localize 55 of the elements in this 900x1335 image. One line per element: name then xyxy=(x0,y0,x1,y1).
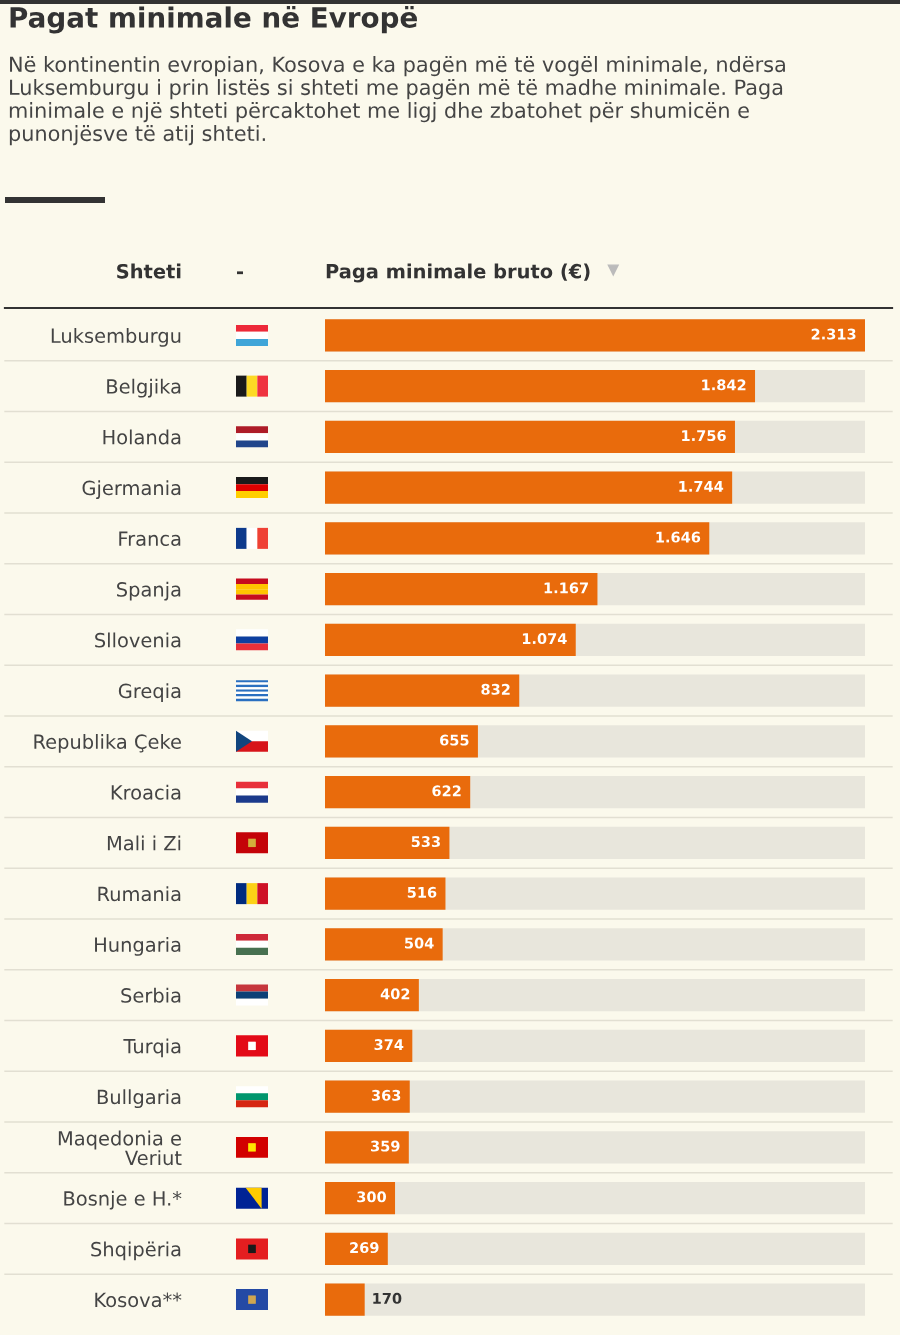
y-tick-label: Kosova** xyxy=(95,1292,182,1308)
y-tick-label: Luksemburgu xyxy=(51,327,181,347)
y-tick-label: Bosnje e H.* xyxy=(64,1190,182,1210)
y-tick-label: Franca xyxy=(119,531,181,547)
data-label: 170 xyxy=(373,1292,402,1304)
data-label: 402 xyxy=(380,988,410,1000)
data-label: 359 xyxy=(371,1140,400,1152)
y-tick-label: Sllovenia xyxy=(95,632,181,648)
y-tick-label: Turqia xyxy=(123,1038,181,1058)
x-axis-title: Paga minimale bruto (€) xyxy=(326,263,590,283)
chart-title: Pagat minimale në Evropë xyxy=(10,6,417,34)
data-label: 2.313 xyxy=(811,328,856,340)
y-tick-label: Rumania xyxy=(98,886,181,902)
y-tick-label: Maqedonia e Veriut xyxy=(58,1130,182,1166)
data-label: 1.842 xyxy=(702,379,746,391)
y-tick-label: Holanda xyxy=(103,429,181,445)
bar xyxy=(325,1232,388,1266)
bar xyxy=(325,1181,396,1215)
data-label: 1.167 xyxy=(544,582,588,594)
data-label: 504 xyxy=(405,937,434,949)
data-label: 533 xyxy=(411,836,440,848)
bar xyxy=(325,1283,365,1316)
bar xyxy=(325,1080,410,1113)
data-label: 622 xyxy=(432,785,461,797)
y-axis-title: Shteti xyxy=(117,263,181,279)
data-label: 1.756 xyxy=(682,430,726,442)
data-label: 300 xyxy=(357,1191,387,1203)
data-label: 1.646 xyxy=(656,531,701,543)
y-tick-label: Mali i Zi xyxy=(107,835,181,851)
data-label: 516 xyxy=(407,886,437,898)
y-tick-label: Republika Çeke xyxy=(34,733,181,753)
data-label: 269 xyxy=(350,1242,379,1254)
data-label: 363 xyxy=(371,1089,401,1101)
y-tick-label: Hungaria xyxy=(95,936,181,956)
y-tick-label: Serbia xyxy=(121,987,181,1003)
bar xyxy=(325,1029,413,1063)
data-label: 655 xyxy=(440,734,469,746)
y-tick-label: Kroacia xyxy=(111,784,181,800)
bar xyxy=(325,826,450,860)
chart-subtitle: Në kontinentin evropian, Kosova e ka pagën më të vogël minimale, ndërsa Luksemburgu i prin listës si shteti me pagën më të madhe minimale. Paga minimale e një shteti përcaktohet me ligj dhe zbatohet për shumicën e punonjësve të atij shteti. xyxy=(9,56,785,146)
y-tick-label: Greqia xyxy=(118,683,181,703)
bar xyxy=(325,928,443,961)
bar xyxy=(325,877,446,910)
y-tick-label: Bullgaria xyxy=(97,1089,181,1109)
y-tick-label: Shqipëria xyxy=(91,1241,181,1261)
y-tick-label: Spanja xyxy=(117,581,181,601)
data-label: 1.744 xyxy=(679,481,724,492)
data-label: 832 xyxy=(481,683,510,695)
y-tick-label: Gjermania xyxy=(82,480,181,500)
text: - xyxy=(237,271,243,275)
bar xyxy=(325,1131,409,1164)
data-label: 374 xyxy=(374,1039,404,1051)
data-label: 1.074 xyxy=(522,633,567,645)
y-tick-label: Belgjika xyxy=(107,378,181,398)
bar xyxy=(325,978,419,1012)
